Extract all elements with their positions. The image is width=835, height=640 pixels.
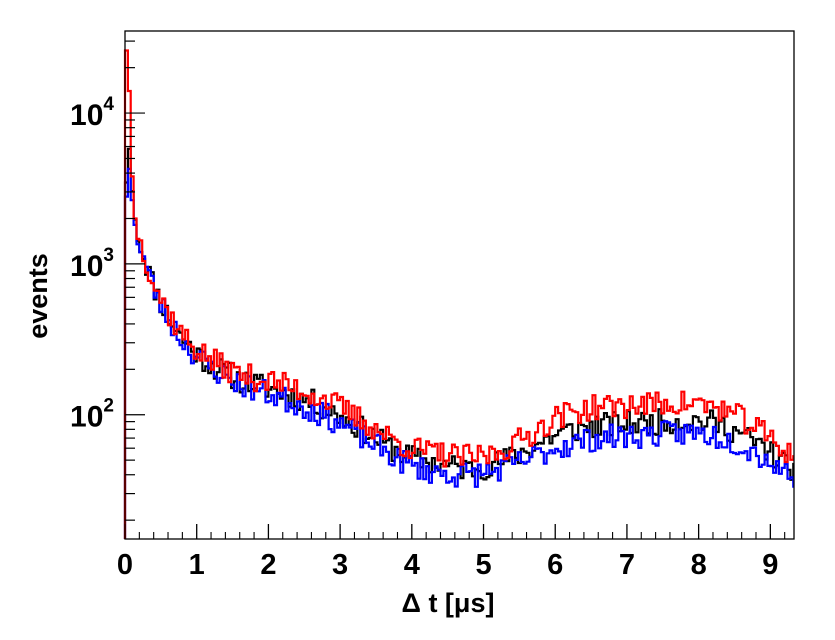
y-axis-label: events: [23, 253, 53, 339]
series-layer: [123, 49, 795, 539]
x-tick-label: 6: [547, 549, 563, 581]
x-tick-label: 0: [117, 549, 133, 581]
x-tick-label: 4: [404, 549, 420, 581]
y-tick-label: 102: [70, 396, 114, 434]
plot-frame: [124, 30, 795, 540]
series-1-histogram: [123, 167, 795, 539]
x-tick-label: 1: [189, 549, 205, 581]
x-tick-label: 3: [332, 549, 348, 581]
y-axis: 102 103 104: [70, 40, 145, 521]
x-axis: 0 1 2 3 4 5 6 7 8 9: [117, 524, 786, 581]
x-tick-label: 5: [475, 549, 491, 581]
series-2-histogram: [123, 49, 795, 539]
x-tick-label: 7: [619, 549, 635, 581]
x-tick-label: 8: [691, 549, 707, 581]
x-tick-label: 2: [260, 549, 276, 581]
y-tick-label: 104: [70, 94, 114, 132]
x-axis-label: Δ t [μs]: [402, 588, 495, 618]
y-tick-label: 103: [70, 245, 114, 283]
x-tick-label: 9: [762, 549, 778, 581]
series-0-histogram: [123, 147, 795, 539]
